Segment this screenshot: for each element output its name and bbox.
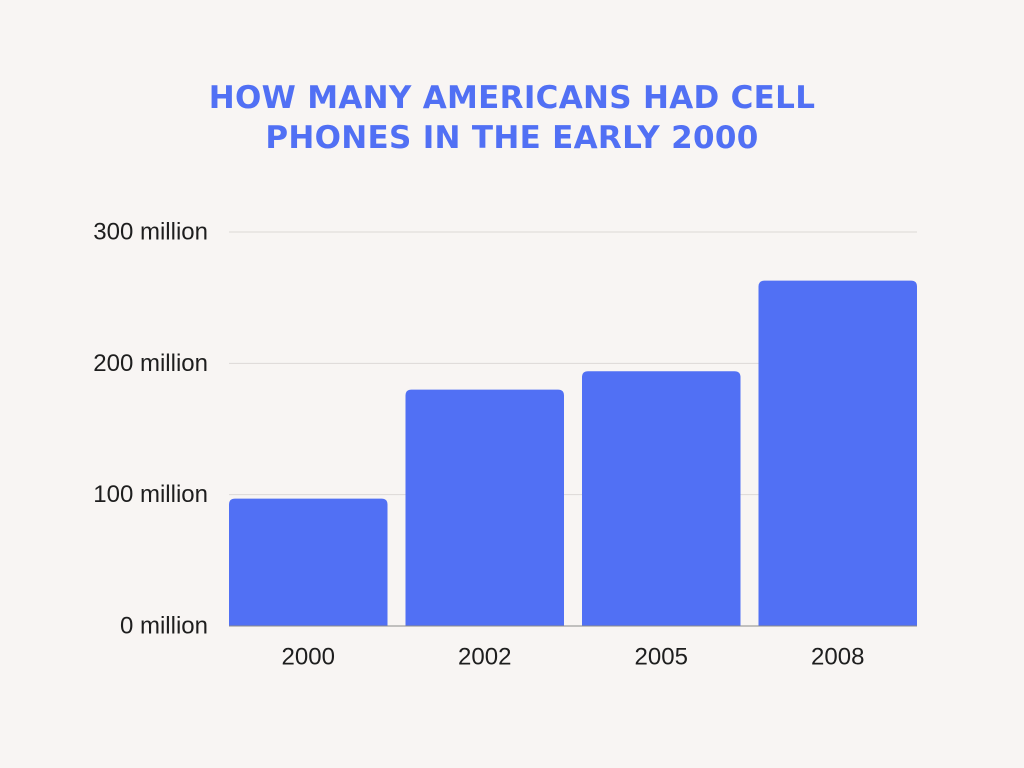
- bar-2005: [582, 371, 741, 626]
- x-tick-label: 2002: [458, 644, 511, 671]
- chart-title-line-2: PHONES IN THE EARLY 2000: [265, 120, 759, 156]
- chart-title-line-1: HOW MANY AMERICANS HAD CELL: [208, 80, 816, 116]
- y-tick-label: 0 million: [120, 613, 208, 640]
- bar-2002: [405, 389, 564, 626]
- y-tick-label: 200 million: [93, 350, 208, 377]
- x-tick-label: 2005: [635, 644, 688, 671]
- x-tick-label: 2000: [282, 644, 335, 671]
- y-tick-label: 300 million: [93, 219, 208, 246]
- x-tick-label: 2008: [811, 644, 864, 671]
- bar-2000: [229, 498, 388, 626]
- chart-title: HOW MANY AMERICANS HAD CELL PHONES IN TH…: [0, 78, 1024, 158]
- bar-2008: [758, 280, 917, 626]
- y-tick-label: 100 million: [93, 481, 208, 508]
